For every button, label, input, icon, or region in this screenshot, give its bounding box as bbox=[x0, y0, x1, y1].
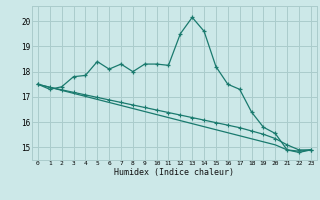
X-axis label: Humidex (Indice chaleur): Humidex (Indice chaleur) bbox=[115, 168, 234, 177]
